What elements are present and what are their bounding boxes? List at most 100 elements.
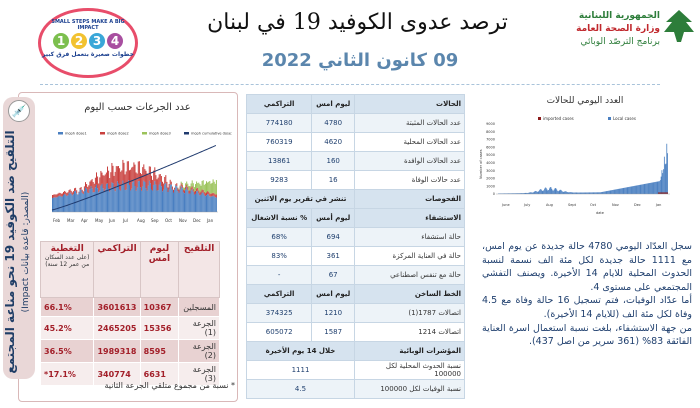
dose-bar: [133, 180, 135, 212]
y-tick: 2000: [486, 177, 495, 181]
local-bar: [574, 192, 575, 194]
local-bar: [612, 190, 613, 194]
local-bar: [498, 193, 499, 194]
dose-bar: [203, 191, 205, 195]
dose-bar: [52, 195, 53, 198]
local-bar: [645, 183, 647, 194]
local-bar: [537, 191, 539, 194]
dose-bar: [66, 195, 68, 212]
row-label: نسبة الوفيات لكل 100000: [354, 379, 465, 399]
local-bar: [500, 193, 502, 194]
local-bar: [503, 193, 505, 194]
ministry-block: الجمهورية اللبنانية وزارة الصحة العامة ب…: [520, 10, 660, 49]
dose-bar: [187, 183, 189, 187]
local-bar: [653, 182, 655, 194]
local-bar: [515, 193, 516, 194]
campaign-ar: خطوات صغيرة بتعمل فرق كبير: [42, 51, 134, 58]
dose-bar: [185, 183, 187, 187]
row-value: -: [245, 265, 313, 285]
local-bar: [570, 192, 571, 194]
indicators-period: خلال 14 يوم الأخيرة: [246, 341, 355, 361]
program-label: برنامج الترصّد الوبائي: [580, 37, 660, 47]
row-cumulative: 340774: [93, 362, 141, 386]
local-bar: [571, 192, 573, 194]
col-cumulative: التراكمي: [93, 241, 141, 298]
local-bar: [518, 193, 520, 194]
row-value: 16: [311, 170, 355, 190]
local-bar: [651, 182, 653, 194]
dose-bar: [93, 183, 95, 192]
dose-bar: [157, 190, 159, 212]
dose-bar: [186, 181, 188, 185]
month-label: July: [523, 203, 530, 207]
dose-bar: [94, 187, 96, 212]
row-cumulative: 1989318: [93, 339, 141, 363]
dose-bar: [182, 189, 184, 193]
local-bar: [592, 192, 594, 194]
dose-bar: [125, 171, 127, 190]
month-label: Dec: [193, 218, 201, 223]
local-bar: [630, 186, 632, 194]
dose-bar: [188, 193, 190, 212]
local-bar: [578, 192, 580, 194]
dose-bar: [68, 190, 70, 194]
dose-bar: [148, 180, 150, 212]
dose-bar: [124, 190, 126, 212]
local-bar: [517, 193, 519, 194]
dose-bar: [134, 164, 136, 186]
dose-bar: [55, 197, 57, 212]
dose-bar: [193, 187, 195, 192]
dose-bar: [120, 190, 122, 212]
local-bar: [665, 163, 667, 194]
month-label: Sep: [151, 218, 159, 223]
dose-bar: [152, 190, 154, 212]
dose-bar: [175, 184, 177, 186]
dose-bar: [90, 180, 92, 187]
month-label: Nov: [179, 218, 187, 223]
dose-bar: [166, 187, 168, 212]
dose-bar: [111, 182, 113, 212]
y-tick: 5000: [486, 153, 495, 157]
row-label: اتصالات 1787(1): [354, 303, 465, 323]
local-bar: [549, 187, 551, 194]
local-bar: [614, 189, 616, 194]
dose-bar: [180, 183, 182, 187]
dose-bar: [99, 177, 101, 191]
row-cumulative: 3601613: [93, 297, 141, 317]
local-bar: [561, 191, 563, 194]
local-bar: [642, 184, 643, 194]
report-date: 09 كانون الثاني 2022: [261, 50, 459, 71]
dose-bar: [208, 181, 210, 192]
local-bar: [577, 192, 579, 194]
legend-label: moph dose2: [107, 132, 129, 136]
local-bar: [583, 192, 584, 194]
dose-bar: [90, 186, 92, 212]
dose-bar: [103, 191, 105, 212]
row-label: عدد الحالات المحلية: [354, 132, 465, 152]
table-row: حالة في العناية المركزة 361 83%: [245, 246, 465, 266]
month-label: Mar: [67, 218, 75, 223]
local-bar: [601, 191, 603, 194]
local-bar: [667, 153, 668, 194]
local-bar: [555, 188, 557, 194]
dose-bar: [212, 195, 214, 212]
local-bar: [613, 189, 615, 194]
dose-bar: [86, 188, 88, 212]
dose-bar: [185, 189, 187, 212]
local-bar: [544, 187, 546, 194]
local-bar: [566, 191, 568, 194]
dose-bar: [108, 170, 110, 189]
month-label: Apr: [81, 218, 88, 223]
local-bar: [510, 193, 512, 194]
dose-bar: [151, 175, 152, 190]
syringe-icon: 💉: [8, 100, 30, 122]
dose-bar: [145, 170, 147, 189]
local-bar: [563, 191, 565, 194]
dose-bar: [206, 192, 207, 196]
local-bar: [552, 190, 554, 194]
local-bar: [519, 193, 520, 194]
local-bar: [598, 192, 600, 194]
local-bar: [609, 190, 611, 194]
dose-bar: [199, 192, 201, 196]
dose-bar: [146, 173, 148, 191]
